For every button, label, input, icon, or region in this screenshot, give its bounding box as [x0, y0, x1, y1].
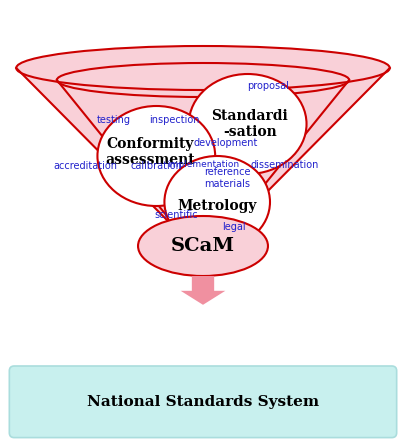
Text: implementation: implementation: [166, 160, 239, 169]
FancyArrow shape: [180, 276, 225, 305]
Text: accreditation: accreditation: [53, 161, 117, 171]
Ellipse shape: [97, 106, 215, 206]
Text: dissemination: dissemination: [249, 160, 318, 170]
Text: Conformity
assessment: Conformity assessment: [105, 137, 194, 167]
Text: scientific: scientific: [154, 210, 198, 220]
Text: National Standards System: National Standards System: [87, 395, 318, 409]
FancyBboxPatch shape: [9, 366, 396, 438]
Text: Metrology: Metrology: [177, 199, 256, 213]
Ellipse shape: [188, 74, 306, 174]
Polygon shape: [57, 63, 348, 238]
Text: Standardi
-sation: Standardi -sation: [211, 109, 288, 139]
Text: reference
materials: reference materials: [204, 167, 250, 189]
Text: legal: legal: [221, 222, 245, 232]
Text: SCaM: SCaM: [171, 237, 234, 255]
Text: proposal: proposal: [246, 81, 288, 91]
Text: inspection: inspection: [149, 115, 199, 125]
Text: calibration: calibration: [130, 161, 182, 171]
Text: testing: testing: [96, 115, 130, 125]
Text: development: development: [193, 138, 257, 148]
Ellipse shape: [138, 216, 267, 276]
Polygon shape: [16, 46, 389, 238]
Ellipse shape: [164, 156, 269, 248]
